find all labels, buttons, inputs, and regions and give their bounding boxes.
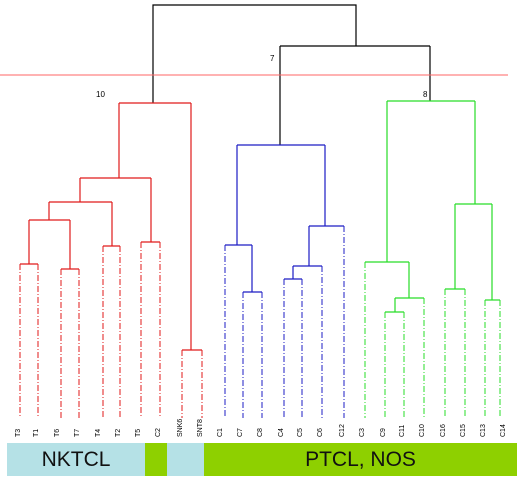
- ptcl-green-cluster-branches: [365, 100, 500, 313]
- leaf-label: T7: [74, 429, 81, 437]
- leaf-label: C9: [380, 428, 387, 437]
- leaf-label: T1: [33, 429, 40, 437]
- leaf-label: T5: [135, 429, 142, 437]
- leaf-label: C11: [399, 425, 406, 437]
- leaf-label: T4: [95, 429, 102, 437]
- leaf-label: C1: [217, 428, 224, 437]
- leaf-label: C7: [237, 428, 244, 437]
- ptcl-blue-cluster-branches: [225, 144, 344, 293]
- leaf-label: C4: [278, 428, 285, 437]
- leaf-label: C3: [359, 428, 366, 437]
- nktcl-band-label: NKTCL: [41, 448, 111, 471]
- ptcl-blue-leaf-lines: [224, 226, 345, 418]
- leaf-label: C10: [419, 424, 426, 437]
- leaf-label: T3: [15, 429, 22, 437]
- leaf-label: C6: [317, 428, 324, 437]
- leaf-label: SNT8: [197, 419, 204, 437]
- leaf-label: C8: [257, 428, 264, 437]
- snk-band: [167, 443, 204, 476]
- leaf-label: C14: [500, 424, 507, 437]
- ptcl-band-label: PTCL, NOS: [305, 448, 416, 471]
- ptcl-green-leaf-lines: [364, 262, 501, 418]
- c2-band: [145, 443, 167, 476]
- cluster-number-10: 10: [96, 90, 105, 99]
- leaf-label: T6: [54, 429, 61, 437]
- leaf-label: C5: [297, 428, 304, 437]
- leaf-label: C15: [460, 424, 467, 437]
- root-branches: [152, 4, 431, 145]
- leaf-label: T2: [115, 429, 122, 437]
- nktcl-leaf-lines: [19, 242, 203, 418]
- leaf-label: C13: [480, 424, 487, 437]
- leaf-label: C16: [440, 424, 447, 437]
- cluster-number-8: 8: [423, 90, 428, 99]
- nktcl-band: [7, 443, 145, 476]
- leaf-label: C12: [339, 424, 346, 437]
- ptcl-band: [204, 443, 517, 476]
- leaf-label: SNK6: [177, 419, 184, 437]
- leaf-label: C2: [155, 428, 162, 437]
- nktcl-cluster-branches: [20, 102, 202, 351]
- cluster-number-7: 7: [270, 54, 275, 63]
